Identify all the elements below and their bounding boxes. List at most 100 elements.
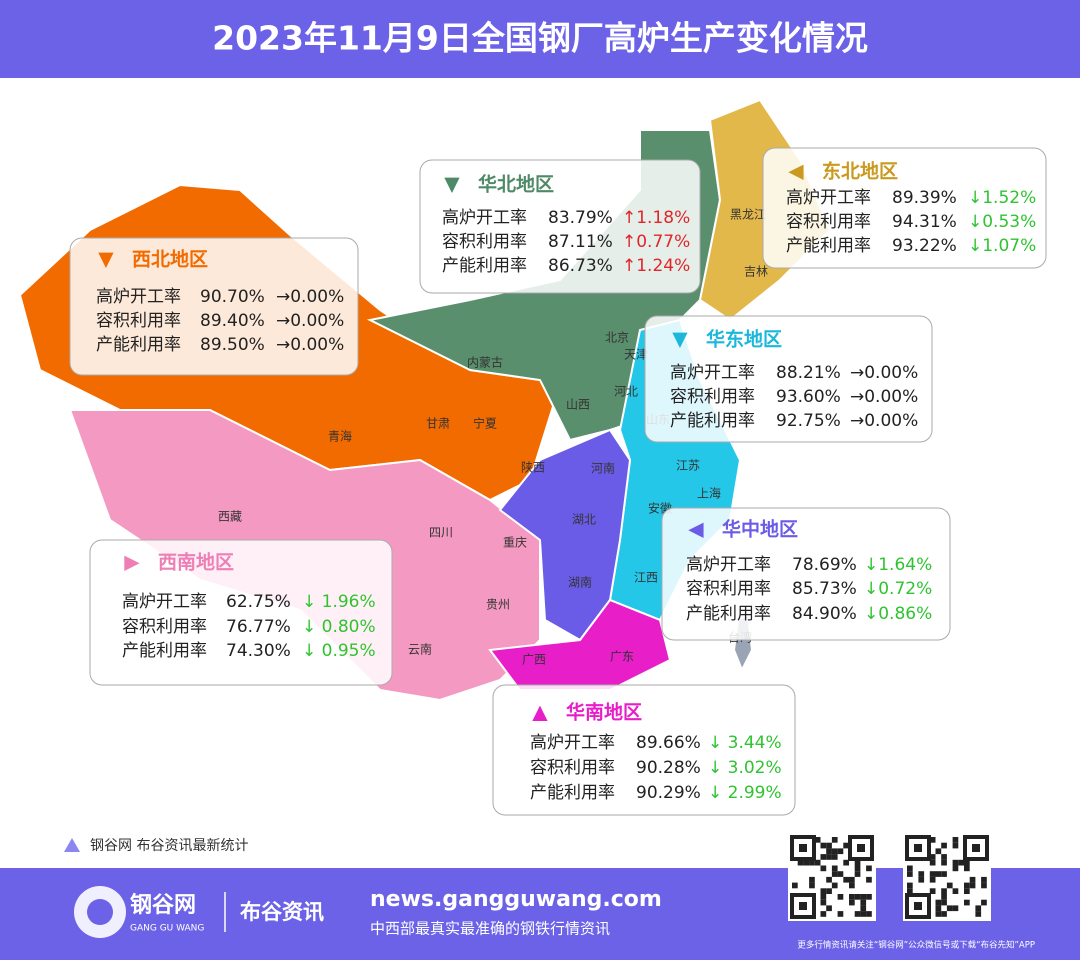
qr-dot	[809, 876, 815, 883]
metric-value: 87.11%	[548, 232, 613, 252]
metric-value: 89.39%	[892, 188, 957, 208]
qr-dot	[975, 905, 982, 912]
qr-dot	[941, 899, 947, 906]
qr-dot	[935, 871, 942, 877]
metric-label: 高炉开工率	[442, 208, 527, 228]
metric-change: ↓0.53%	[968, 212, 1036, 232]
metric-change: ↓ 0.80%	[302, 617, 376, 637]
qr-dot	[929, 854, 936, 860]
qr-dot	[907, 865, 913, 872]
region-marker: ▼	[98, 247, 114, 271]
region-box	[89, 539, 393, 686]
qr-dot	[860, 905, 867, 912]
metric-value: 90.28%	[636, 758, 701, 778]
qr-dot	[981, 882, 987, 889]
metric-change: →0.00%	[850, 411, 918, 431]
qr-dot	[826, 888, 832, 894]
qr-dot	[941, 854, 947, 860]
logo-icon-inner	[87, 899, 113, 925]
qr-dot	[826, 905, 832, 912]
region-name: 华北地区	[478, 173, 554, 196]
qr-dot	[969, 876, 976, 883]
province-label: 内蒙古	[467, 355, 503, 370]
qr-dot	[837, 871, 844, 877]
qr-dot	[866, 894, 872, 900]
qr-dot	[941, 842, 947, 849]
note-marker	[64, 838, 80, 852]
note: 钢谷网 布谷资讯最新统计	[90, 838, 248, 854]
qr-dot	[964, 899, 970, 906]
qr-finder-dot	[972, 844, 980, 852]
qr-dot	[866, 911, 872, 917]
province-label: 陕西	[521, 460, 545, 475]
qr-dot	[826, 848, 832, 855]
province-label: 天津	[624, 348, 648, 362]
province-label: 青海	[328, 429, 352, 444]
region-name: 华南地区	[566, 701, 642, 724]
metric-change: ↓ 3.02%	[708, 758, 782, 778]
qr-dot	[814, 837, 821, 843]
qr-dot	[935, 848, 942, 855]
qr-dot	[814, 859, 821, 866]
region-box	[69, 237, 359, 376]
qr-dot	[831, 854, 838, 860]
metric-value: 74.30%	[226, 641, 291, 661]
qr-dot	[820, 899, 827, 906]
qr-dot	[849, 899, 855, 906]
qr-dot	[792, 882, 798, 889]
qr-dot	[803, 859, 810, 866]
qr-dot	[907, 882, 913, 889]
province-labels: 黑龙江吉林内蒙古北京天津河北山西山东甘肃宁夏青海陕西河南江苏上海安徽湖北西藏四川…	[218, 208, 768, 667]
metric-value: 76.77%	[226, 617, 291, 637]
qr-dot	[860, 911, 867, 917]
province-label: 上海	[697, 486, 721, 501]
url: news.gangguwang.com	[370, 887, 662, 912]
metric-change: ↓ 0.95%	[302, 641, 376, 661]
qr-dot	[964, 859, 970, 866]
qr-dot	[946, 905, 953, 912]
metric-change: ↑1.24%	[622, 256, 690, 276]
metric-label: 容积利用率	[786, 212, 871, 232]
qr-dot	[854, 871, 861, 877]
province-label: 云南	[408, 642, 432, 657]
metric-value: 85.73%	[792, 579, 857, 599]
logo-text: 钢谷网	[130, 892, 196, 918]
qr-dot	[929, 876, 936, 883]
metric-value: 93.22%	[892, 236, 957, 256]
qr-dot	[826, 842, 832, 849]
metric-label: 高炉开工率	[96, 287, 181, 307]
region-marker: ▲	[532, 700, 548, 724]
metric-label: 容积利用率	[670, 387, 755, 407]
province-label: 重庆	[503, 536, 527, 550]
qr-dot	[941, 911, 947, 917]
region-box	[661, 507, 951, 641]
qr-dot	[907, 888, 913, 894]
province-label: 吉林	[744, 265, 768, 279]
metric-value: 83.79%	[548, 208, 613, 228]
metric-label: 产能利用率	[670, 411, 755, 431]
qr-dot	[843, 876, 849, 883]
metric-value: 94.31%	[892, 212, 957, 232]
metric-change: ↓ 3.44%	[708, 733, 782, 753]
logo-en: GANG GU WANG	[130, 924, 204, 934]
qr-dot	[964, 882, 970, 889]
qr-dot	[935, 911, 942, 917]
region-marker: ▼	[444, 172, 460, 196]
metric-value: 86.73%	[548, 256, 613, 276]
region-name: 华东地区	[706, 328, 782, 351]
metric-change: ↓0.86%	[864, 604, 932, 624]
qr-dot	[826, 854, 832, 860]
metric-change: →0.00%	[276, 335, 344, 355]
qr-dot	[849, 882, 855, 889]
qr-dot	[918, 871, 925, 877]
qr-dot	[941, 888, 947, 894]
province-label: 广东	[610, 650, 634, 664]
metric-label: 容积利用率	[442, 232, 527, 252]
metric-label: 容积利用率	[122, 617, 207, 637]
qr-dot	[843, 859, 849, 866]
metric-label: 产能利用率	[530, 783, 615, 803]
region-marker: ▼	[672, 327, 688, 351]
region-marker: ◀	[788, 159, 804, 183]
province-label: 贵州	[486, 598, 510, 612]
slogan: 中西部最真实最准确的钢铁行情资讯	[370, 920, 610, 938]
